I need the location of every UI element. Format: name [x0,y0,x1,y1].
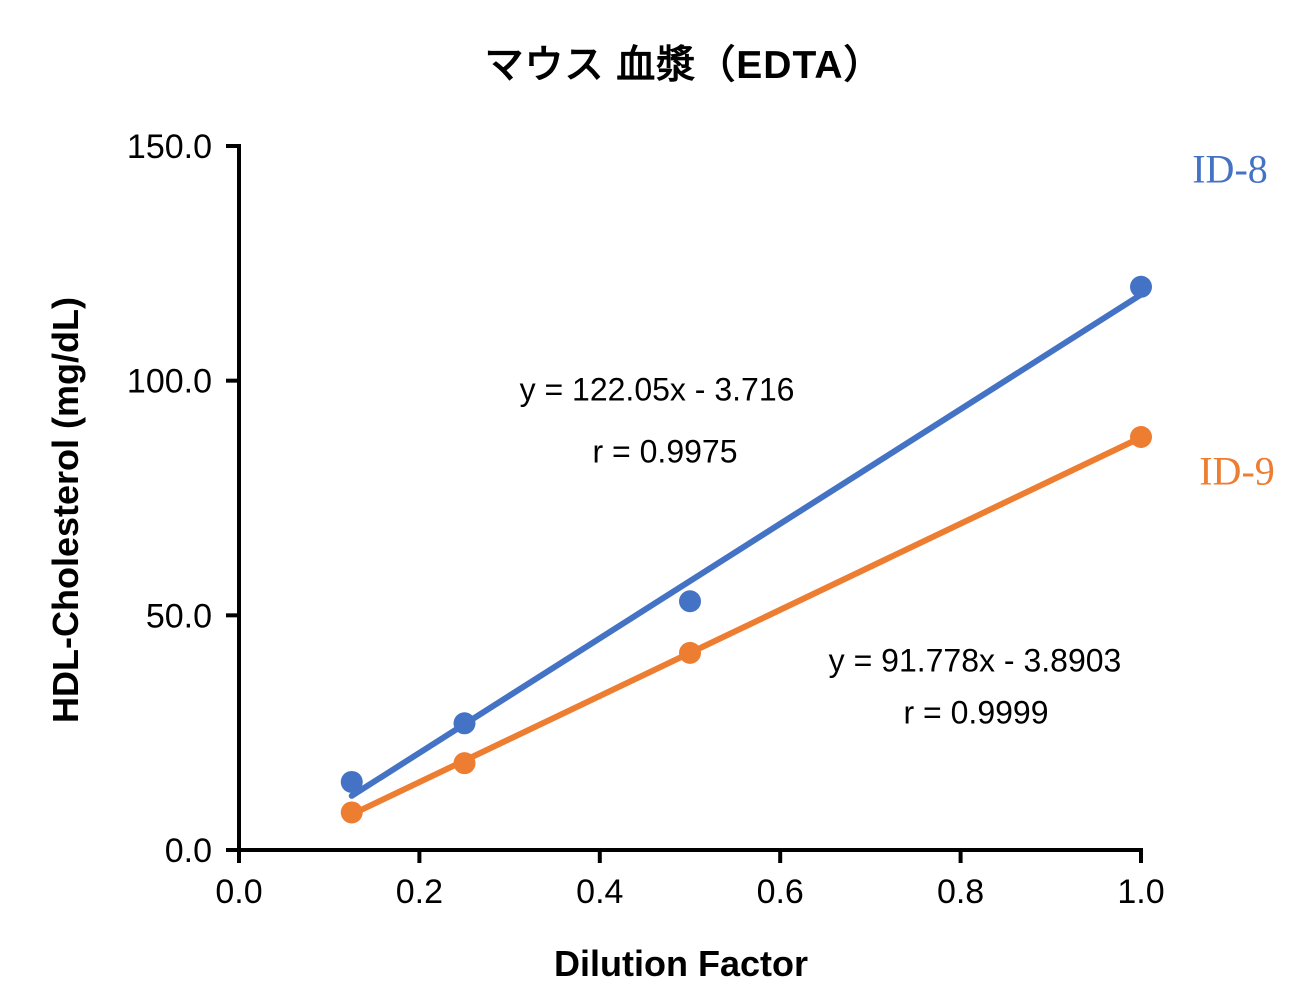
y-tick-label: 150.0 [127,128,212,166]
chart-title: マウス 血漿（EDTA） [484,44,884,87]
id-8-trendline [348,291,1144,799]
id-8-data-point [340,770,363,793]
id-8-data-point [453,712,476,735]
id9-correlation-coefficient: r = 0.9999 [903,694,1049,731]
id-9-data-point [453,752,476,775]
x-tick-label: 0.6 [757,873,804,911]
y-tick-label: 50.0 [146,597,212,635]
id-8-data-point [679,590,701,613]
x-tick-label: 0.2 [396,873,443,911]
id9-trendline-equation: y = 91.778x - 3.8903 [828,642,1122,679]
x-axis-title: Dilution Factor [554,943,808,984]
y-axis-title: HDL-Cholesterol (mg/dL) [45,297,86,723]
id-9-trendline [348,434,1144,818]
id-8-data-point [1130,275,1152,298]
x-tick-label: 0.4 [576,873,623,911]
id-9-data-point [340,801,363,824]
id-9-data-point [1130,425,1152,448]
id8-trendline-equation: y = 122.05x - 3.716 [519,371,795,408]
x-tick-label: 1.0 [1117,873,1164,911]
series-label-id9: ID-9 [1199,448,1275,494]
id8-correlation-coefficient: r = 0.9975 [592,433,738,470]
x-tick-label: 0.0 [215,873,262,911]
id-9-data-point [679,641,701,664]
y-tick-label: 100.0 [127,363,212,401]
y-tick-label: 0.0 [165,832,212,870]
axes-lines [237,144,1143,852]
x-tick-label: 0.8 [937,873,984,911]
series-label-id8: ID-8 [1192,146,1268,192]
